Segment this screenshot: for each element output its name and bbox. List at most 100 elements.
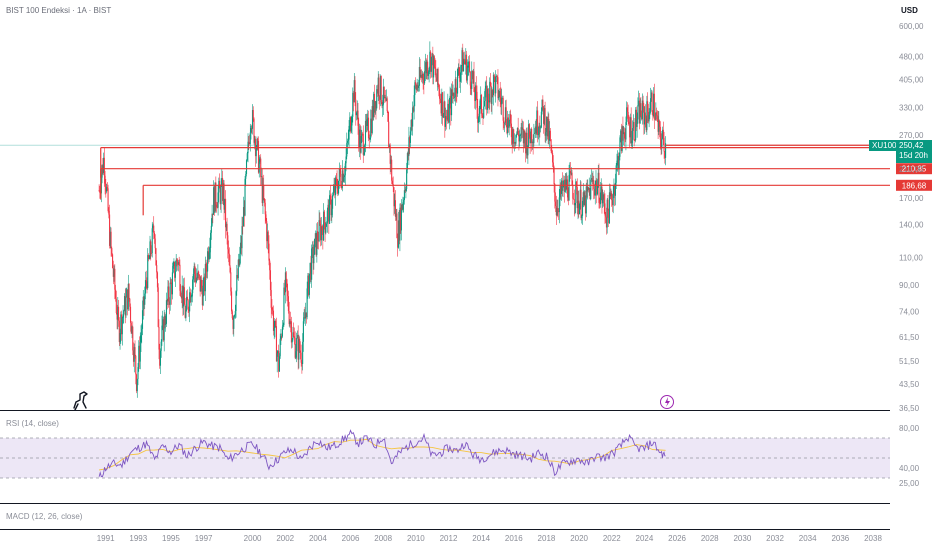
- candle-body[interactable]: [549, 130, 551, 141]
- candle-body[interactable]: [451, 89, 453, 96]
- candle-body[interactable]: [489, 81, 492, 86]
- candle-body[interactable]: [181, 285, 183, 299]
- candle-body[interactable]: [479, 100, 481, 114]
- candle-body[interactable]: [267, 231, 269, 244]
- candle-body[interactable]: [112, 254, 114, 269]
- candle-body[interactable]: [490, 85, 492, 104]
- candle-body[interactable]: [450, 95, 452, 116]
- candle-body[interactable]: [614, 184, 616, 196]
- candle-body[interactable]: [116, 313, 118, 320]
- candle-body[interactable]: [515, 134, 517, 144]
- candle-body[interactable]: [532, 141, 534, 144]
- candle-body[interactable]: [115, 298, 117, 314]
- candle-body[interactable]: [648, 115, 650, 122]
- candle-body[interactable]: [162, 319, 164, 326]
- candle-body[interactable]: [284, 272, 286, 293]
- candle-body[interactable]: [383, 86, 385, 98]
- candle-body[interactable]: [653, 93, 655, 117]
- candle-body[interactable]: [293, 332, 295, 337]
- candle-body[interactable]: [332, 191, 334, 196]
- candle-body[interactable]: [660, 139, 662, 149]
- candle-body[interactable]: [528, 124, 530, 137]
- candle-body[interactable]: [198, 271, 200, 275]
- candle-body[interactable]: [239, 242, 242, 254]
- candle-body[interactable]: [221, 177, 223, 185]
- candle-body[interactable]: [570, 172, 572, 174]
- candle-body[interactable]: [556, 208, 558, 216]
- candle-body[interactable]: [201, 279, 203, 289]
- candle-body[interactable]: [347, 139, 349, 142]
- candle-body[interactable]: [439, 89, 441, 99]
- candle-body[interactable]: [171, 283, 173, 295]
- candle-body[interactable]: [167, 286, 169, 302]
- candle-body[interactable]: [123, 295, 126, 312]
- candle-body[interactable]: [400, 207, 402, 231]
- candle-body[interactable]: [590, 179, 592, 200]
- candle-body[interactable]: [576, 187, 578, 209]
- candle-body[interactable]: [217, 192, 219, 208]
- candle-body[interactable]: [251, 110, 254, 129]
- candle-body[interactable]: [629, 117, 631, 138]
- candle-body[interactable]: [507, 117, 509, 134]
- candle-body[interactable]: [403, 200, 405, 203]
- candle-body[interactable]: [622, 126, 624, 135]
- candle-body[interactable]: [471, 70, 473, 89]
- candle-body[interactable]: [172, 265, 174, 273]
- candle-body[interactable]: [255, 149, 257, 157]
- candle-body[interactable]: [472, 71, 474, 80]
- candle-body[interactable]: [127, 283, 129, 310]
- candle-body[interactable]: [200, 279, 202, 292]
- candle-body[interactable]: [577, 200, 579, 209]
- candle-body[interactable]: [114, 268, 116, 290]
- candle-body[interactable]: [380, 76, 382, 103]
- candle-body[interactable]: [443, 101, 445, 115]
- candle-body[interactable]: [575, 181, 578, 188]
- candle-body[interactable]: [307, 275, 309, 289]
- candle-body[interactable]: [654, 119, 656, 120]
- candle-body[interactable]: [266, 221, 268, 242]
- candle-body[interactable]: [367, 117, 370, 139]
- candle-body[interactable]: [496, 75, 498, 78]
- candle-body[interactable]: [407, 153, 409, 157]
- candle-body[interactable]: [588, 188, 590, 190]
- candle-body[interactable]: [499, 91, 501, 98]
- candle-body[interactable]: [624, 138, 626, 140]
- candle-body[interactable]: [189, 292, 191, 312]
- candle-body[interactable]: [457, 67, 459, 69]
- candle-body[interactable]: [408, 137, 410, 157]
- candle-body[interactable]: [227, 235, 229, 250]
- candle-body[interactable]: [465, 54, 468, 81]
- candle-body[interactable]: [628, 121, 630, 125]
- candle-body[interactable]: [585, 186, 587, 214]
- candle-body[interactable]: [300, 352, 302, 363]
- candle-body[interactable]: [611, 200, 613, 206]
- candle-body[interactable]: [341, 184, 343, 189]
- candle-body[interactable]: [581, 200, 584, 216]
- candle-body[interactable]: [643, 105, 645, 125]
- candle-body[interactable]: [311, 248, 313, 280]
- candle-body[interactable]: [611, 193, 613, 201]
- candle-body[interactable]: [365, 120, 367, 126]
- candle-body[interactable]: [606, 199, 608, 228]
- candle-body[interactable]: [548, 119, 550, 141]
- candle-body[interactable]: [562, 184, 564, 191]
- candle-body[interactable]: [201, 288, 203, 306]
- candle-body[interactable]: [626, 107, 628, 112]
- candle-body[interactable]: [416, 85, 418, 90]
- candle-body[interactable]: [476, 91, 478, 109]
- candle-body[interactable]: [470, 85, 472, 89]
- candle-body[interactable]: [245, 160, 248, 175]
- candle-body[interactable]: [297, 335, 299, 360]
- candle-body[interactable]: [630, 117, 632, 144]
- candle-body[interactable]: [293, 336, 295, 338]
- candle-body[interactable]: [262, 184, 264, 204]
- candle-body[interactable]: [223, 183, 225, 210]
- candle-body[interactable]: [456, 68, 459, 94]
- candle-body[interactable]: [187, 300, 189, 310]
- candle-body[interactable]: [488, 100, 490, 103]
- candle-body[interactable]: [371, 106, 373, 134]
- candle-body[interactable]: [233, 316, 235, 329]
- candle-body[interactable]: [413, 95, 415, 112]
- candle-body[interactable]: [623, 132, 625, 139]
- candle-body[interactable]: [143, 296, 145, 305]
